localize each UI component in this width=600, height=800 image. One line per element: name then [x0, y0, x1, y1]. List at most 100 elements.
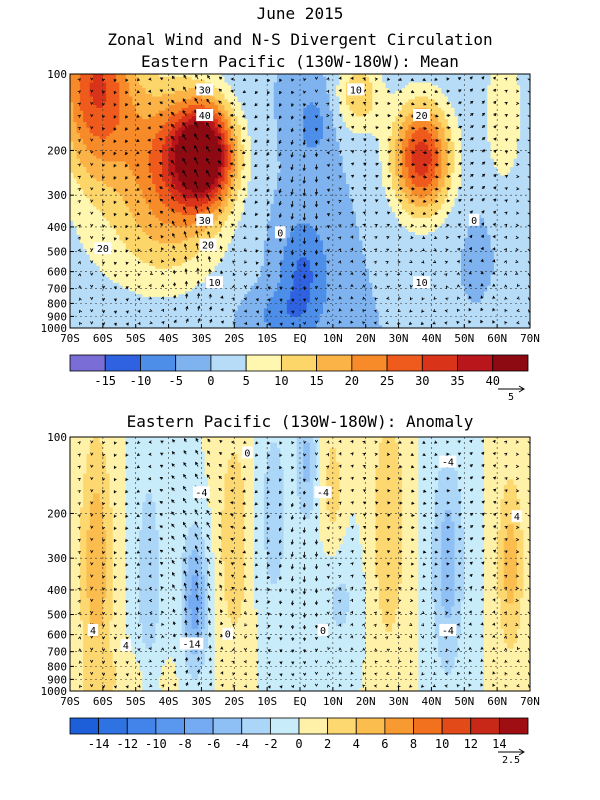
x-tick-label: 60S — [93, 695, 113, 708]
x-tick-label: 40N — [421, 332, 441, 345]
colorbar-label: -10 — [130, 374, 152, 388]
colorbar-swatch — [104, 354, 141, 372]
colorbar-swatch — [421, 354, 458, 372]
x-tick-label: 30N — [389, 332, 409, 345]
colorbar-label: 35 — [450, 374, 464, 388]
contour-label-box — [222, 627, 233, 640]
contour-label: 4 — [514, 512, 520, 523]
colorbar-label: 25 — [380, 374, 394, 388]
colorbar-label: 30 — [415, 374, 429, 388]
panel1-title: Eastern Pacific (130W-180W): Mean — [141, 52, 459, 71]
y-tick-label: 900 — [47, 673, 67, 686]
contour-label-box — [439, 455, 457, 468]
axes: 70S 60S 50S 40S 30S 20S 10S EQ 10N 20N 30N 40N 50N 60… — [41, 431, 540, 708]
colorbar-label: -6 — [206, 737, 220, 751]
anomaly-panel: 0 -4 -4 -4 4 4 -14 0 0 -4 4 70S 60S 50S 40S 30S 20S 10S EQ… — [41, 431, 540, 766]
colorbar-label: 12 — [464, 737, 478, 751]
colorbar-label: -12 — [116, 737, 138, 751]
contour-label-box — [199, 238, 217, 251]
contour-label-box — [439, 623, 457, 636]
colorbar-label: 0 — [295, 737, 302, 751]
contour-label: 0 — [471, 216, 477, 227]
contour-labels: 30 40 30 20 20 10 0 10 20 0 10 — [94, 83, 480, 289]
x-tick-label: EQ — [293, 695, 306, 708]
x-tick-label: 40S — [159, 332, 179, 345]
shaded-field — [70, 74, 530, 328]
colorbar-swatch — [280, 354, 318, 372]
colorbar-swatch — [492, 354, 529, 372]
contour-label: 20 — [202, 241, 214, 252]
x-tick-label: 30S — [191, 332, 211, 345]
colorbar-swatch — [498, 717, 529, 735]
contour-label: 0 — [225, 630, 231, 641]
contour-label-box — [196, 108, 214, 121]
contour-label: 0 — [320, 626, 326, 637]
contour-label-box — [120, 639, 132, 652]
contour-label-box — [94, 242, 112, 255]
colorbar-swatch — [470, 717, 500, 735]
y-tick-label: 200 — [47, 144, 67, 157]
y-tick-label: 700 — [47, 646, 67, 659]
colorbar-label: -15 — [94, 374, 116, 388]
colorbar-swatch — [327, 717, 357, 735]
circulation-vectors — [77, 437, 530, 689]
colorbar-label: 15 — [309, 374, 323, 388]
x-tick-label: 30N — [389, 695, 409, 708]
colorbar-swatch — [98, 717, 128, 735]
colorbar-label: -14 — [88, 737, 110, 751]
colorbar-swatch — [155, 717, 185, 735]
contour-label-box — [317, 623, 329, 636]
x-tick-label: 20N — [356, 695, 376, 708]
colorbar-swatch — [245, 354, 282, 372]
colorbar-swatch — [69, 717, 100, 735]
colorbar-label: 2 — [324, 737, 331, 751]
colorbar-label: 8 — [410, 737, 417, 751]
y-tick-label: 100 — [47, 68, 67, 81]
y-tick-label: 600 — [47, 629, 67, 642]
colorbar-swatch — [441, 717, 472, 735]
colorbar-label: 20 — [345, 374, 359, 388]
x-tick-label: 60N — [487, 332, 507, 345]
y-tick-label: 1000 — [41, 685, 68, 698]
y-tick-label: 500 — [47, 609, 67, 622]
y-tick-label: 800 — [47, 297, 67, 310]
x-tick-label: 30S — [191, 695, 211, 708]
figure-main-title: Zonal Wind and N-S Divergent Circulation — [107, 30, 492, 49]
contour-label: -4 — [195, 488, 207, 499]
contour-label-box — [413, 276, 431, 289]
colorbar-swatch — [351, 354, 388, 372]
colorbar-swatch — [212, 717, 243, 735]
colorbar-label: -5 — [168, 374, 182, 388]
y-tick-label: 400 — [47, 584, 67, 597]
colorbar-swatch — [126, 717, 157, 735]
colorbar-swatch — [298, 717, 329, 735]
contour-label: -4 — [442, 626, 454, 637]
contour-label: 20 — [416, 111, 428, 122]
colorbar-swatch — [316, 354, 353, 372]
x-tick-label: 70N — [520, 332, 540, 345]
colorbar-swatch — [413, 717, 443, 735]
colorbar-swatch — [457, 354, 494, 372]
x-tick-label: 70S — [60, 695, 80, 708]
grid-lines — [70, 74, 530, 328]
y-tick-label: 800 — [47, 660, 67, 673]
contour-label-box — [242, 446, 253, 459]
contour-label: 40 — [199, 111, 211, 122]
contour-label: 10 — [209, 278, 221, 289]
colorbar-swatch — [184, 717, 214, 735]
contour-label-box — [192, 486, 210, 499]
x-tick-label: 60N — [487, 695, 507, 708]
x-tick-label: 40S — [159, 695, 179, 708]
colorbar-label: 4 — [353, 737, 360, 751]
contour-label: -14 — [183, 639, 201, 650]
colorbar-label: 14 — [492, 737, 506, 751]
x-tick-label: 50N — [454, 695, 474, 708]
contour-label-box — [196, 83, 214, 96]
contour-label: 4 — [90, 626, 96, 637]
colorbar-label: 0 — [207, 374, 214, 388]
y-tick-label: 200 — [47, 507, 67, 520]
contour-label: 0 — [277, 228, 283, 239]
y-tick-label: 600 — [47, 266, 67, 279]
x-tick-label: 10S — [257, 332, 277, 345]
contour-labels: 0 -4 -4 -4 4 4 -14 0 0 -4 4 — [87, 446, 523, 652]
